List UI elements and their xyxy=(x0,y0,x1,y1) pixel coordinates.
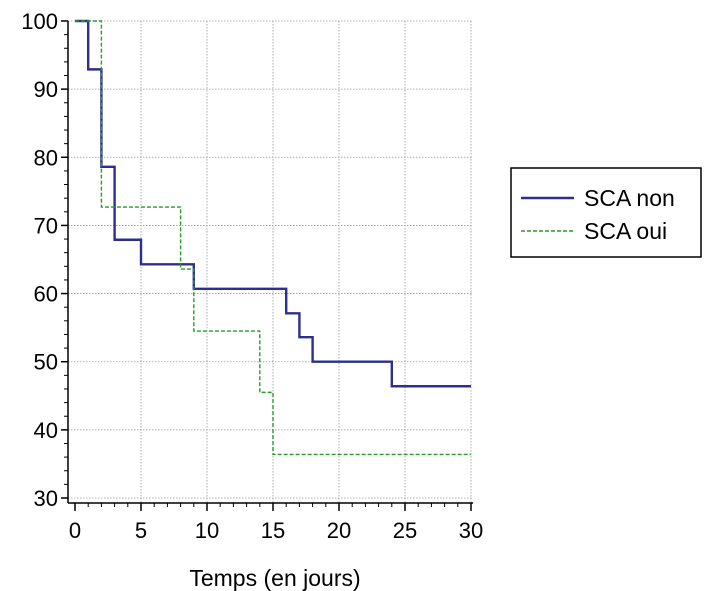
y-tick-label: 60 xyxy=(34,282,58,307)
legend-label: SCA oui xyxy=(584,218,667,244)
x-axis-title: Temps (en jours) xyxy=(189,565,360,591)
x-tick-label: 20 xyxy=(327,518,351,543)
series-lines xyxy=(75,19,471,456)
grid xyxy=(68,20,473,503)
legend-label: SCA non xyxy=(584,185,675,211)
legend-box xyxy=(510,167,702,258)
ticks xyxy=(61,20,472,511)
plot-area xyxy=(68,21,473,503)
y-tick-label: 100 xyxy=(21,9,58,34)
y-tick-label: 30 xyxy=(34,486,58,511)
x-tick-label: 15 xyxy=(261,518,285,543)
x-tick-label: 0 xyxy=(69,518,81,543)
y-tick-label: 50 xyxy=(34,350,58,375)
legend: SCA non SCA oui xyxy=(510,167,702,258)
y-tick-label: 80 xyxy=(34,145,58,170)
x-tick-label: 25 xyxy=(393,518,417,543)
y-tick-label: 40 xyxy=(34,418,58,443)
x-tick-label: 30 xyxy=(459,518,483,543)
y-tick-label: 70 xyxy=(34,213,58,238)
x-tick-label: 5 xyxy=(135,518,147,543)
y-tick-label: 90 xyxy=(34,77,58,102)
series-line-sca-oui xyxy=(75,20,471,456)
x-tick-label: 10 xyxy=(195,518,219,543)
tick-labels: 0 5 10 15 20 25 30 30 40 50 60 70 80 90 100 xyxy=(21,9,483,543)
